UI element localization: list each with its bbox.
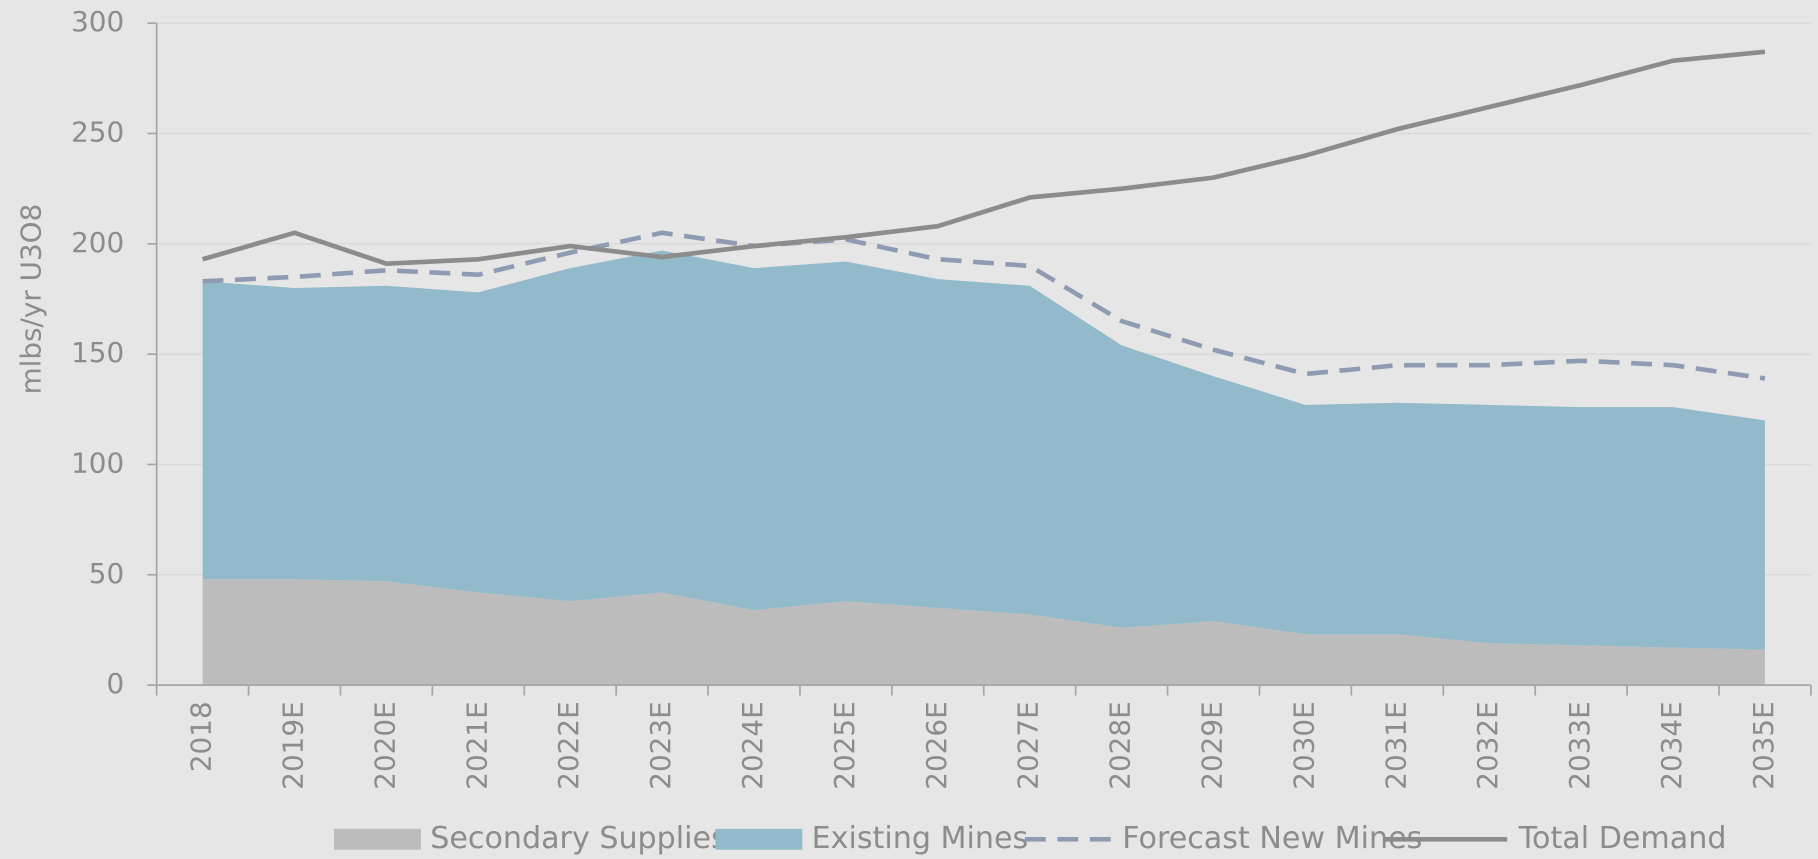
x-tick-label: 2026E [920,701,953,789]
y-tick-label: 250 [71,116,124,149]
x-tick-label: 2030E [1287,701,1320,789]
x-tick-label: 2033E [1563,701,1596,789]
x-tick-label: 2024E [736,701,769,789]
y-tick-label: 200 [71,226,124,259]
x-tick-label: 2019E [277,701,310,789]
legend-label: Secondary Supplies [430,821,727,856]
x-tick-label: 2027E [1012,701,1045,789]
x-tick-label: 2029E [1196,701,1229,789]
legend-label: Forecast New Mines [1122,821,1422,856]
y-axis-label: mlbs/yr U3O8 [15,204,48,395]
x-tick-label: 2018 [185,701,218,772]
line [201,49,1766,267]
x-tick-label: 2025E [828,701,861,789]
x-tick-label: 2020E [368,701,401,789]
area [202,250,1765,650]
x-tick-label: 2032E [1471,701,1504,789]
x-tick-label: 2031E [1379,701,1412,789]
x-tick-label: 2021E [460,701,493,789]
y-tick-label: 300 [71,5,124,38]
legend-swatch [334,828,421,850]
line [202,230,1766,381]
x-tick-label: 2028E [1104,701,1137,789]
y-tick-label: 0 [106,667,124,700]
legend-label: Existing Mines [812,821,1029,856]
x-tick-label: 2035E [1747,701,1780,789]
x-tick-label: 2022E [552,701,585,789]
y-tick-label: 150 [71,336,124,369]
y-tick-label: 100 [71,446,124,479]
x-tick-label: 2034E [1655,701,1688,789]
legend-swatch [715,828,803,850]
x-tick-label: 2023E [644,701,677,789]
y-tick-label: 50 [89,557,124,590]
area [202,579,1765,686]
legend-label: Total Demand [1518,821,1727,856]
